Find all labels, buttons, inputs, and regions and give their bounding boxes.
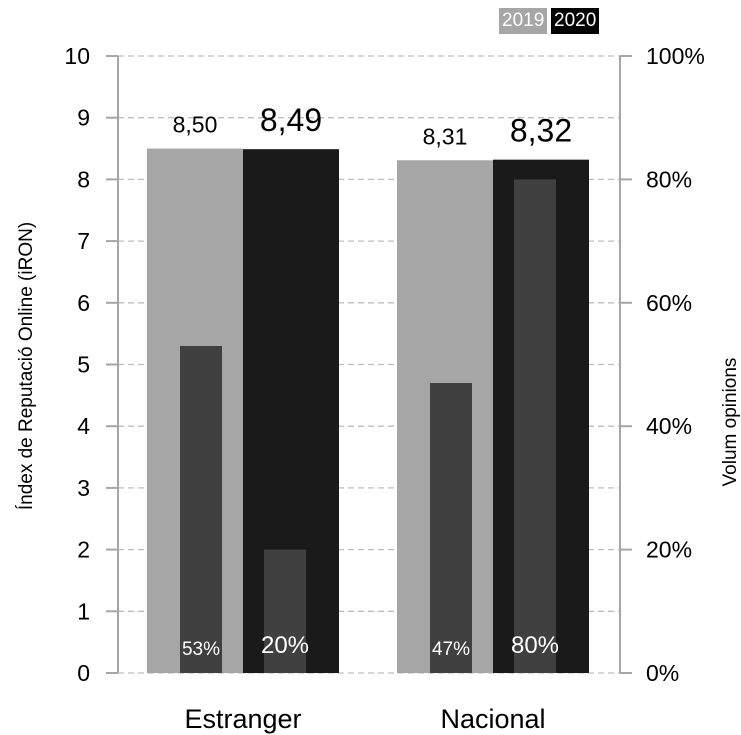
legend-2019: 2019 <box>499 8 548 34</box>
y2-tick-label: 80% <box>646 166 692 192</box>
y-tick-label: 4 <box>77 413 90 439</box>
y-tick-label: 1 <box>77 598 90 624</box>
y-tick-label: 0 <box>77 660 90 686</box>
y2-tick-label: 40% <box>646 413 692 439</box>
y2-tick-label: 20% <box>646 537 692 563</box>
y-tick-label: 2 <box>77 537 90 563</box>
volume-bar-2020 <box>264 549 306 673</box>
y-tick-label: 9 <box>77 105 90 131</box>
y-tick-label: 7 <box>77 228 90 254</box>
volume-label-2019: 53% <box>182 639 220 660</box>
y-tick-label: 6 <box>77 290 90 316</box>
y-tick-label: 3 <box>77 475 90 501</box>
volume-label-2020: 20% <box>261 632 309 659</box>
chart-labels: 8,50 8,49 53% 20% Estranger 8,31 8,32 47% 80% Nac… <box>173 102 573 734</box>
data-label-2019: 8,50 <box>173 112 218 138</box>
data-label-2020: 8,49 <box>260 102 322 138</box>
volume-label-2020: 80% <box>511 632 559 659</box>
y-tick-label: 8 <box>77 166 90 192</box>
y2-tick-label: 60% <box>646 290 692 316</box>
y2-tick-label: 100% <box>646 43 705 69</box>
legend-2020: 2020 <box>551 8 600 34</box>
y-tick-label: 5 <box>77 352 90 378</box>
y-axis-title: Índex de Reputació Online (iRON) <box>16 222 37 510</box>
volume-bar-2019 <box>430 383 472 673</box>
y2-axis-title: Volum opinions <box>720 358 741 487</box>
data-label-2020: 8,32 <box>510 113 572 149</box>
x-category-label: Estranger <box>184 704 301 734</box>
x-category-label: Nacional <box>440 704 545 734</box>
volume-bar-2019 <box>180 345 222 673</box>
y2-tick-label: 0% <box>646 660 679 686</box>
y-tick-label: 10 <box>64 43 90 69</box>
data-label-2019: 8,31 <box>423 123 468 149</box>
bar-series <box>147 148 589 674</box>
volume-bar-2020 <box>514 179 556 673</box>
volume-label-2019: 47% <box>432 639 470 660</box>
